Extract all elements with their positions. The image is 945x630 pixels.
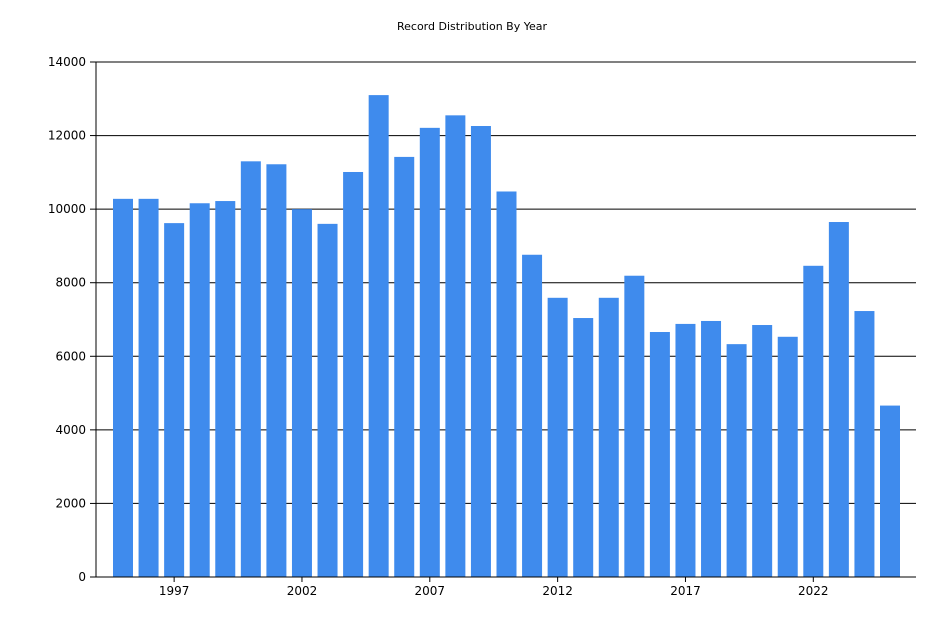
x-tick-label: 2022 xyxy=(798,584,829,598)
bar xyxy=(215,201,236,578)
bar xyxy=(266,164,287,577)
bar xyxy=(624,275,645,577)
bar xyxy=(854,311,875,577)
chart-title: Record Distribution By Year xyxy=(397,20,547,33)
bar xyxy=(573,318,594,577)
x-axis-ticks: 1997 2002 2007 2012 2017 2022 xyxy=(159,577,829,598)
bar xyxy=(394,156,415,577)
x-tick-label: 2012 xyxy=(542,584,573,598)
bar xyxy=(291,209,312,577)
bar xyxy=(777,336,798,577)
y-tick-label: 6000 xyxy=(55,349,86,363)
bar xyxy=(598,297,619,577)
bar xyxy=(496,191,517,577)
bar xyxy=(752,325,773,577)
y-axis-ticks: 0 2000 4000 6000 8000 10000 12000 14000 xyxy=(48,55,96,584)
bar xyxy=(522,254,543,577)
bar xyxy=(164,223,185,577)
x-tick-label: 1997 xyxy=(159,584,190,598)
bar xyxy=(649,332,670,577)
x-tick-label: 2017 xyxy=(670,584,701,598)
bar xyxy=(726,344,747,577)
bar xyxy=(803,265,824,577)
y-tick-label: 2000 xyxy=(55,496,86,510)
bar xyxy=(880,405,900,577)
bar xyxy=(419,127,440,577)
bar xyxy=(445,115,466,577)
bar xyxy=(547,297,568,577)
bar xyxy=(343,171,364,577)
x-tick-label: 2007 xyxy=(415,584,446,598)
bar xyxy=(113,198,133,578)
bar xyxy=(470,126,491,577)
y-tick-label: 12000 xyxy=(48,129,86,143)
bar xyxy=(368,95,389,577)
y-tick-label: 10000 xyxy=(48,202,86,216)
bar xyxy=(828,222,849,577)
x-tick-label: 2002 xyxy=(287,584,318,598)
bar xyxy=(675,323,696,577)
y-tick-label: 8000 xyxy=(55,276,86,290)
bar xyxy=(189,203,210,577)
bar xyxy=(240,161,261,578)
y-tick-label: 4000 xyxy=(55,423,86,437)
bar xyxy=(317,223,338,577)
axes xyxy=(95,62,916,578)
bars-group xyxy=(113,95,900,578)
y-tick-label: 14000 xyxy=(48,55,86,69)
y-tick-label: 0 xyxy=(78,570,86,584)
bar xyxy=(138,198,159,578)
bar xyxy=(701,320,722,577)
